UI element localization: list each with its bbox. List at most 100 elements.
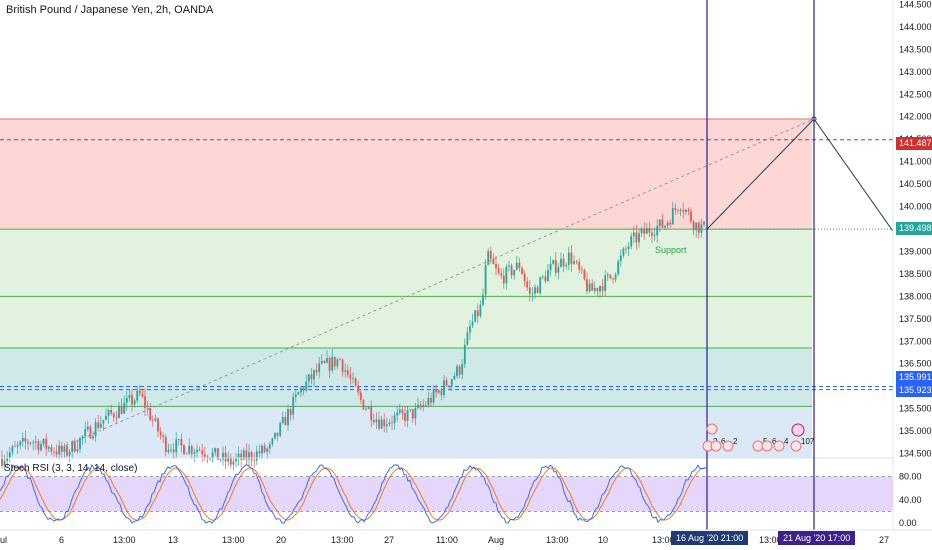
candle-body — [141, 393, 144, 397]
candle-body — [261, 445, 263, 454]
candle-body — [94, 422, 97, 437]
candle-body — [263, 445, 266, 452]
candle-body — [679, 210, 682, 211]
time-tick-label: 10 — [598, 535, 608, 545]
candle-body — [411, 409, 414, 419]
price-tick-label: 144.000 — [899, 22, 932, 32]
candle-body — [463, 344, 466, 365]
event-icon[interactable] — [722, 440, 734, 452]
candle-body — [110, 409, 113, 414]
candle-body — [414, 407, 417, 419]
candle-body — [643, 228, 646, 234]
candle-body — [513, 269, 516, 276]
candle-body — [66, 446, 68, 456]
candle-body — [3, 460, 6, 466]
candle-body — [216, 448, 219, 460]
price-tick-label: 135.500 — [899, 404, 932, 414]
candle-body — [521, 268, 523, 275]
candle-body — [632, 232, 635, 237]
candle-body — [448, 385, 451, 387]
candle-body — [484, 264, 487, 295]
candle-body — [388, 422, 391, 425]
time-tick-label: ul — [0, 535, 7, 545]
candle-body — [45, 438, 48, 449]
candle-body — [557, 267, 560, 273]
candle-body — [250, 452, 253, 460]
candle-body — [294, 394, 297, 397]
price-tick-label: 142.000 — [899, 112, 932, 122]
candle-body — [188, 445, 191, 454]
candle-body — [671, 208, 674, 225]
candle-body — [453, 375, 456, 380]
candle-body — [50, 447, 53, 452]
candle-body — [292, 396, 295, 415]
candle-body — [159, 431, 162, 436]
price-tick-label: 138.000 — [899, 291, 932, 301]
price-tick-label: 135.000 — [899, 426, 932, 436]
candle-body — [344, 370, 347, 372]
event-count: 6 — [721, 437, 726, 446]
candle-body — [591, 283, 594, 291]
candle-body — [211, 452, 214, 459]
candle-body — [385, 424, 388, 427]
candle-body — [102, 419, 105, 424]
candle-body — [518, 262, 521, 269]
candle-body — [310, 374, 313, 380]
candle-body — [245, 450, 248, 460]
candle-body — [471, 321, 474, 326]
candle-body — [237, 453, 240, 458]
event-count: 107 — [801, 437, 815, 446]
event-icon[interactable] — [706, 423, 718, 435]
candle-body — [305, 381, 308, 391]
price-tick-label: 139.000 — [899, 246, 932, 256]
candle-body — [515, 262, 518, 270]
event-icon[interactable] — [773, 440, 785, 452]
stoch-rsi-label: Stoch RSI (3, 3, 14, 14, close) — [4, 463, 138, 474]
candle-body — [560, 258, 562, 268]
candle-body — [255, 451, 258, 461]
event-icon[interactable] — [710, 440, 722, 452]
time-tick-label: 11:00 — [436, 535, 458, 545]
candle-body — [692, 221, 695, 231]
candle-body — [253, 459, 256, 461]
candle-body — [34, 441, 37, 443]
candle-body — [593, 287, 596, 291]
candle-body — [190, 445, 193, 454]
event-icon[interactable] — [761, 440, 773, 452]
candle-body — [297, 392, 300, 395]
candles-group — [1, 201, 705, 471]
candle-body — [302, 387, 305, 391]
candle-body — [201, 450, 204, 455]
candle-body — [107, 409, 110, 416]
candle-body — [6, 457, 9, 461]
candle-body — [42, 438, 45, 445]
candle-body — [476, 310, 479, 317]
candle-body — [318, 363, 321, 372]
event-cluster-icon[interactable] — [791, 423, 805, 437]
price-tick-label: 140.500 — [899, 179, 932, 189]
candle-body — [697, 222, 700, 233]
time-tick-label: 13:00 — [546, 535, 569, 545]
candle-body — [565, 264, 568, 267]
candle-body — [177, 439, 180, 440]
stoch-band-fill — [0, 476, 893, 512]
time-tick-label: Aug — [488, 535, 504, 545]
event-count: 6 — [772, 437, 777, 446]
candle-body — [118, 405, 120, 419]
candle-body — [422, 405, 425, 408]
candle-body — [352, 378, 354, 380]
event-icon[interactable] — [790, 440, 802, 452]
zone-green-1 — [0, 229, 812, 297]
candle-body — [658, 219, 661, 227]
candle-body — [575, 261, 578, 263]
candle-body — [21, 438, 24, 442]
candle-body — [55, 451, 58, 455]
candle-body — [625, 248, 627, 250]
candle-body — [627, 246, 630, 249]
chart-title: British Pound / Japanese Yen, 2h, OANDA — [6, 4, 214, 16]
candle-body — [539, 277, 542, 294]
price-tick-label: 137.000 — [899, 336, 932, 346]
candle-body — [479, 304, 482, 317]
candle-body — [198, 449, 201, 451]
